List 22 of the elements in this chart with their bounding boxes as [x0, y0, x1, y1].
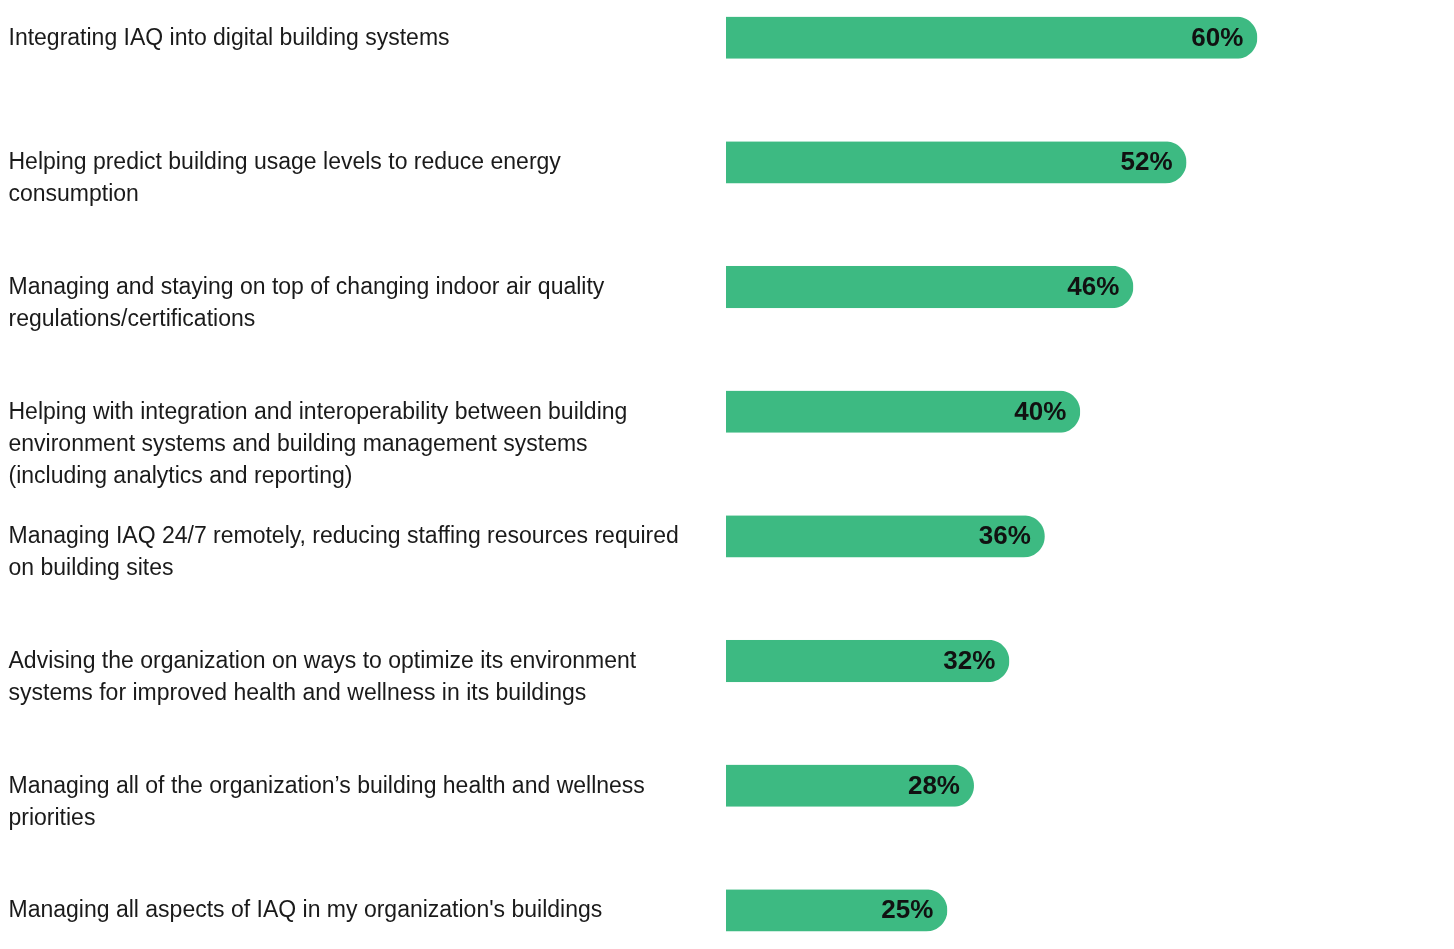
- data-label: 52%: [1120, 146, 1173, 177]
- data-label: 46%: [1067, 271, 1120, 301]
- y-tick-label: Managing all of the organization’s building health and wellness priorities: [8, 771, 645, 830]
- y-tick-label: Helping with integration and interoperability between building environment systems and building management systems (including analytics and reporting): [8, 397, 628, 488]
- bar: [726, 639, 1010, 683]
- bar: [726, 265, 1134, 309]
- y-tick-label: Advising the organization on ways to optimize its environment systems for improved health and wellness in its buildings: [8, 647, 637, 705]
- data-label: 40%: [1014, 395, 1067, 426]
- bar: [726, 141, 1187, 184]
- y-tick-label: Managing and staying on top of changing indoor air quality regulations/certifications: [8, 273, 605, 331]
- data-label: 36%: [978, 520, 1031, 551]
- bar: [726, 390, 1081, 433]
- data-label: 60%: [1191, 21, 1244, 52]
- y-tick-label: Managing IAQ 24/7 remotely, reducing staffing resources required on building sites: [8, 522, 679, 581]
- y-tick-label: Managing all aspects of IAQ in my organization's buildings: [8, 896, 603, 923]
- y-tick-label: Integrating IAQ into digital building systems: [8, 23, 450, 50]
- data-label: 32%: [943, 645, 996, 675]
- y-tick-label: Helping predict building usage levels to reduce energy consumption: [8, 148, 562, 207]
- data-label: 25%: [881, 894, 934, 925]
- bar: [726, 16, 1258, 59]
- data-label: 28%: [907, 769, 960, 800]
- bar: [726, 515, 1045, 558]
